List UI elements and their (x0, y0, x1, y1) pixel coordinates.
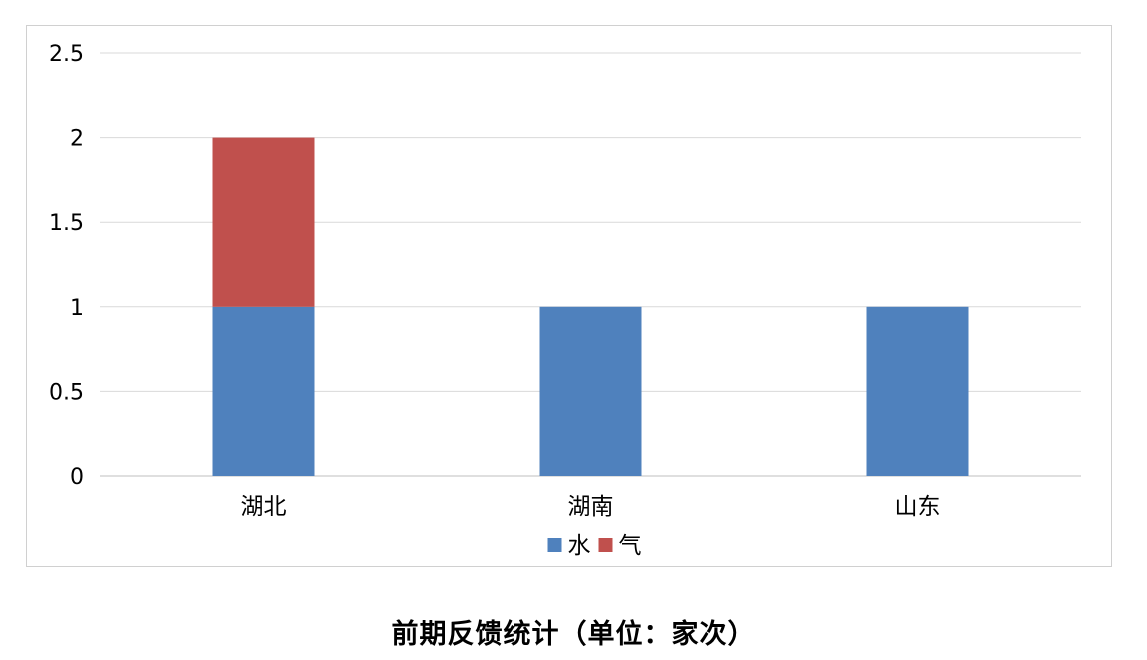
bar-segment (212, 137, 315, 307)
legend-swatch (598, 538, 613, 552)
y-tick-label: 1 (70, 296, 84, 321)
legend-swatch (547, 538, 562, 552)
stacked-bar-chart: 0 0.5 1 1.5 2 2.5 湖北 湖南 山东水 气 (49, 42, 1081, 559)
y-tick-label: 0.5 (49, 380, 84, 405)
bar-segment (539, 306, 642, 476)
y-tick-label: 0 (70, 465, 84, 490)
y-tick-label: 2.5 (49, 42, 84, 67)
legend-label: 水 (568, 533, 591, 559)
chart-caption: 前期反馈统计（单位：家次） (391, 619, 756, 650)
y-tick-label: 1.5 (49, 211, 84, 236)
x-tick-label: 湖北 (241, 494, 287, 520)
legend-label: 气 (619, 533, 642, 559)
x-tick-label: 山东 (895, 494, 941, 520)
bar-segment (212, 306, 315, 476)
y-tick-label: 2 (70, 127, 84, 152)
chart-area (26, 25, 1112, 567)
x-tick-label: 湖南 (568, 494, 614, 520)
bar-segment (866, 306, 969, 476)
